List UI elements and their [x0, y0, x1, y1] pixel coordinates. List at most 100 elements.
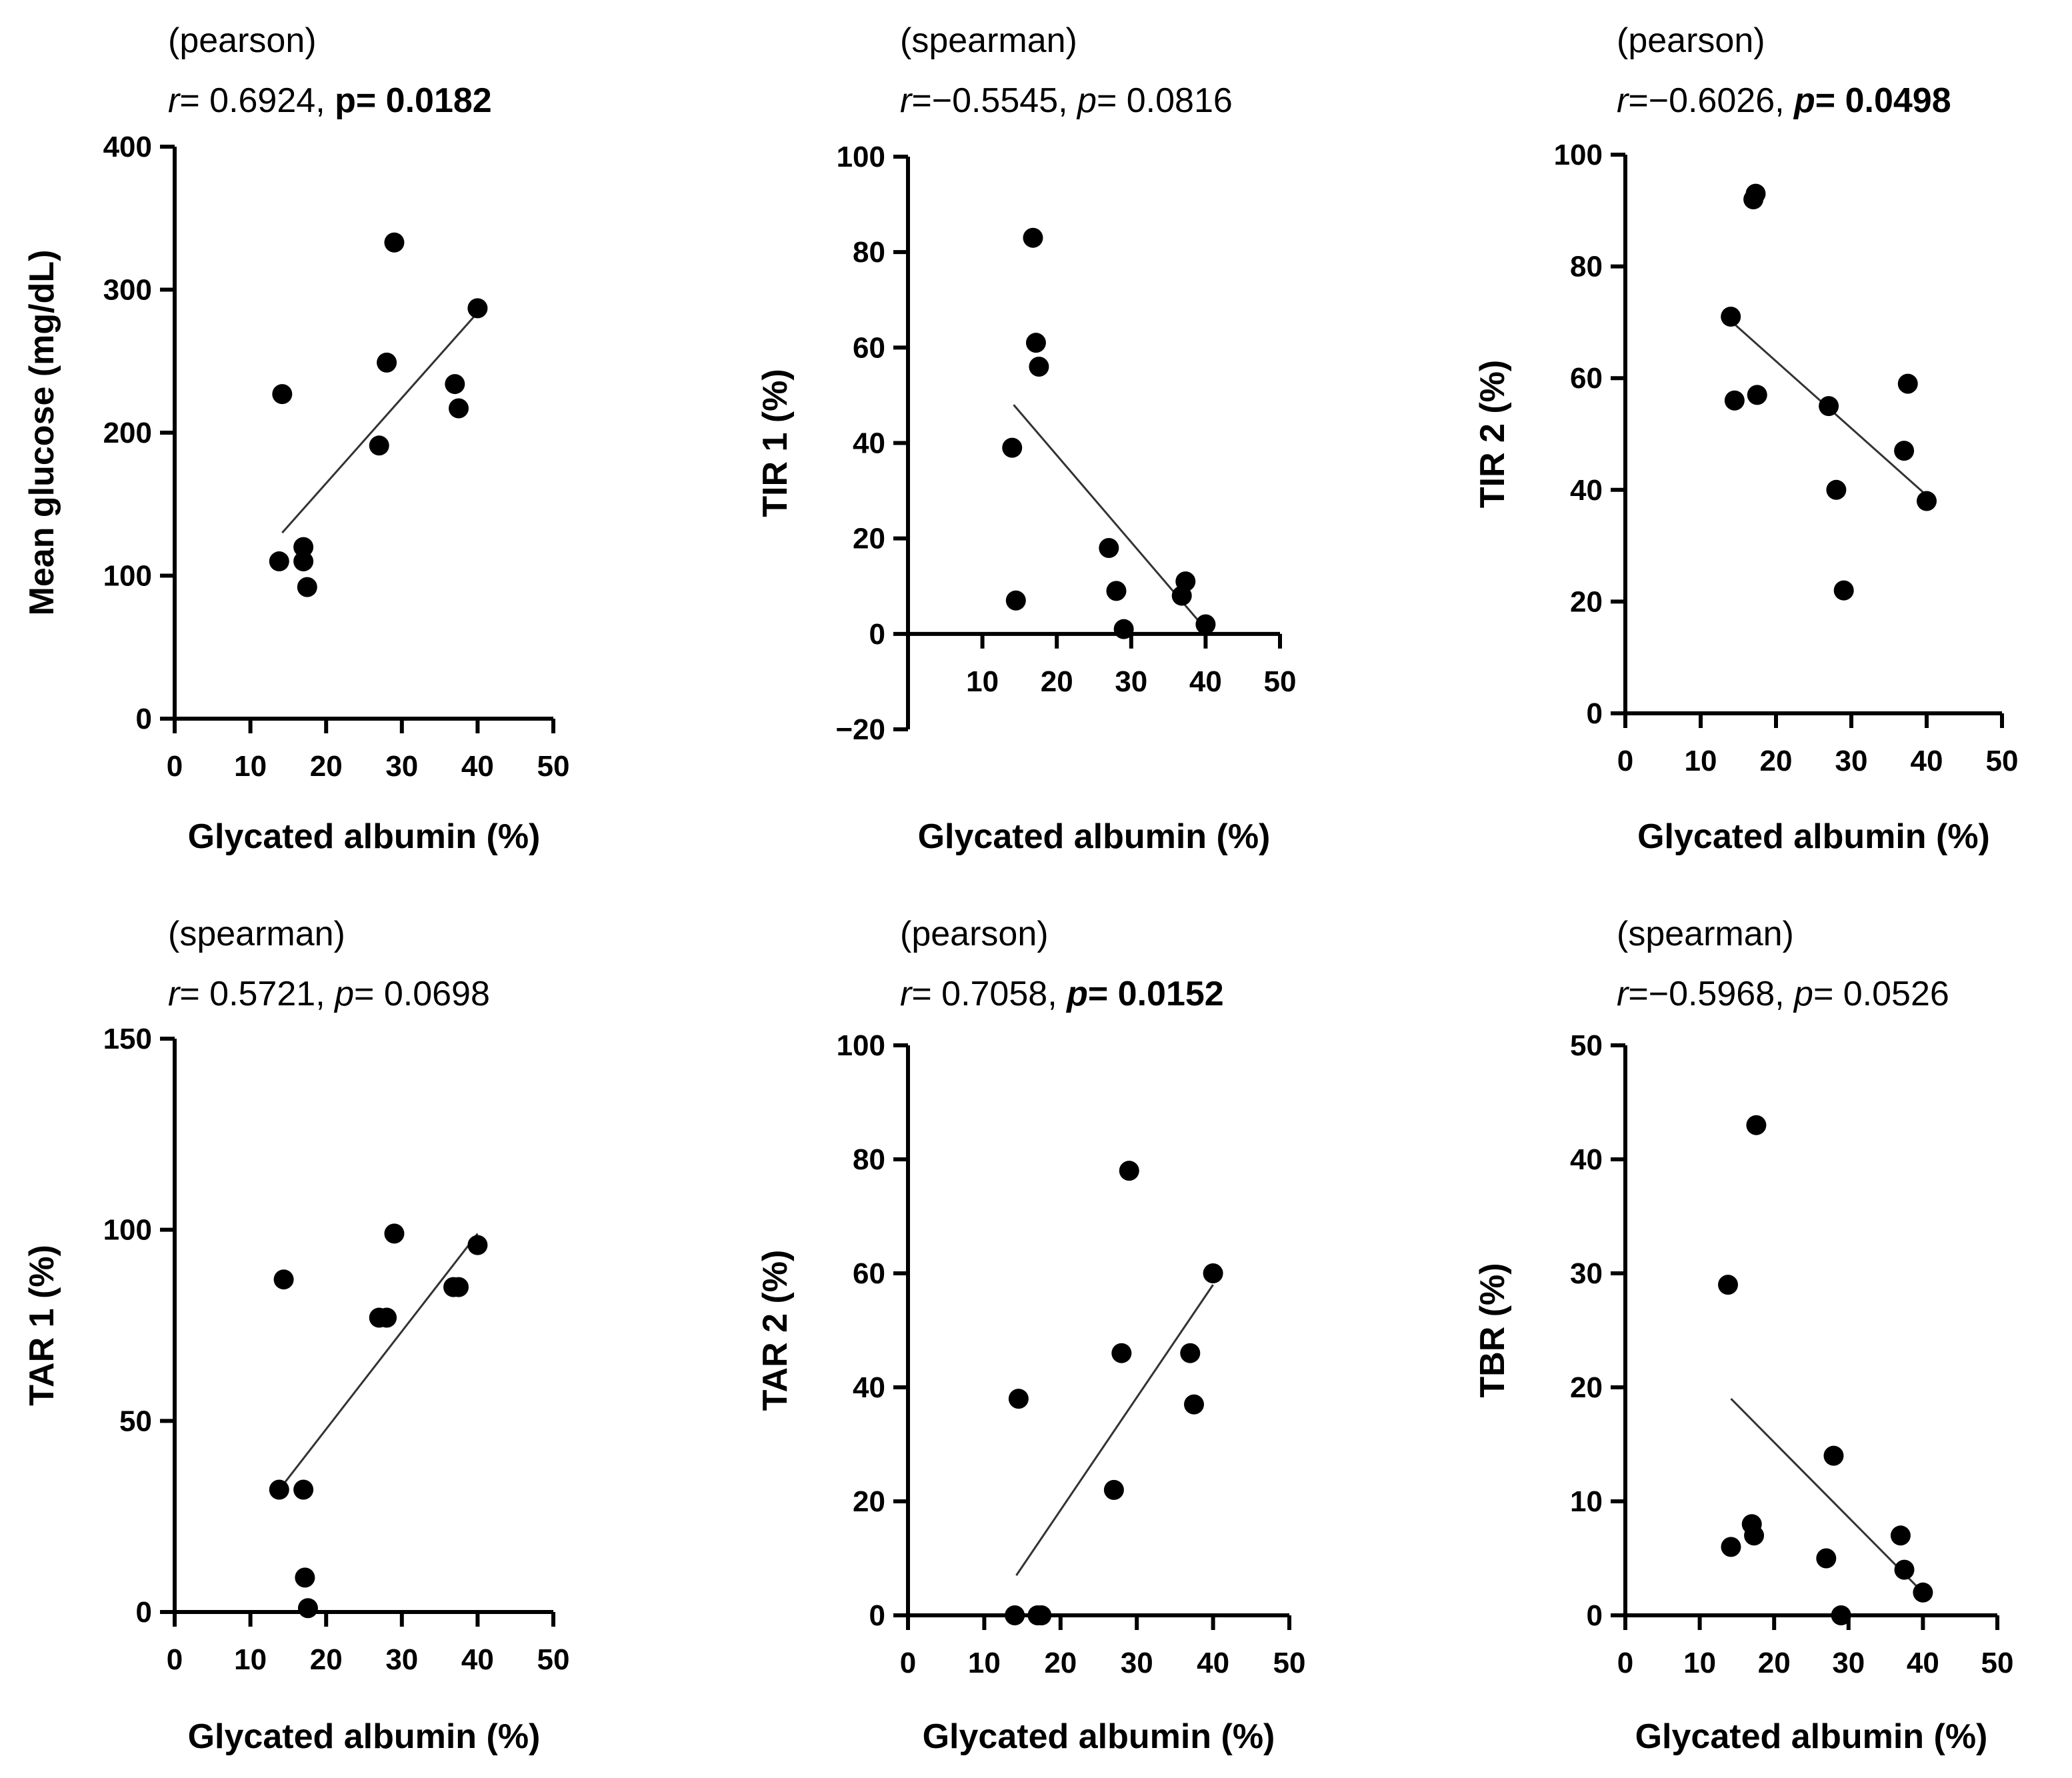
p-value: = 0.0526 — [1813, 975, 1949, 1013]
x-tick-label: 10 — [1683, 1647, 1716, 1679]
data-point — [293, 1479, 314, 1500]
y-axis-title: TIR 1 (%) — [756, 369, 795, 517]
y-axis-title: Mean glucose (mg/dL) — [23, 250, 61, 616]
data-point — [1005, 590, 1026, 611]
x-tick-label: 50 — [1981, 1647, 2014, 1679]
y-tick-label: 200 — [103, 417, 152, 449]
r-symbol: r — [168, 81, 181, 120]
x-tick-label: 40 — [1911, 745, 1943, 777]
x-tick-label: 50 — [1986, 745, 2019, 777]
y-tick-label: 60 — [1570, 362, 1603, 395]
data-point — [445, 374, 465, 395]
data-point — [1106, 581, 1127, 601]
data-point — [293, 537, 314, 557]
x-axis-title: Glycated albumin (%) — [1637, 817, 1990, 856]
data-point — [1103, 1479, 1124, 1500]
correlation-stats: r=−0.6026, p= 0.0498 — [1617, 81, 1951, 120]
x-axis-title: Glycated albumin (%) — [1635, 1717, 1988, 1756]
y-tick-label: 40 — [853, 1371, 885, 1404]
panel-tir-2: (pearson) r=−0.6026, p= 0.0498 0 20 40 60 80 10… — [1473, 21, 2018, 856]
data-point — [1745, 183, 1766, 204]
y-tick-label: 80 — [853, 236, 885, 269]
y-tick-label: 100 — [837, 1029, 885, 1062]
y-tick-label: 0 — [136, 1596, 152, 1629]
x-axis-title: Glycated albumin (%) — [188, 1717, 541, 1756]
data-point — [1746, 1115, 1767, 1135]
x-tick-label: 20 — [1760, 745, 1793, 777]
x-tick-label: 30 — [1121, 1647, 1153, 1679]
y-tick-label: 50 — [1570, 1029, 1603, 1062]
data-point — [297, 577, 317, 597]
r-value: = 0.5721, — [179, 975, 335, 1013]
data-point — [1816, 1548, 1837, 1569]
x-tick-label: 40 — [461, 750, 494, 783]
y-tick-label: 40 — [1570, 474, 1603, 507]
panel-tbr: (spearman) r=−0.5968, p= 0.0526 0 10 20 30 40 5… — [1473, 915, 2013, 1756]
data-point — [1724, 390, 1745, 411]
data-point — [384, 1223, 405, 1244]
y-tick-label: 150 — [103, 1023, 152, 1055]
y-axis-title: TBR (%) — [1473, 1263, 1512, 1397]
data-point — [1203, 1263, 1223, 1283]
regression-line — [281, 311, 479, 534]
data-point — [1718, 1275, 1739, 1295]
x-axis-title: Glycated albumin (%) — [188, 817, 541, 856]
r-value: =−0.5968, — [1628, 975, 1794, 1013]
data-point — [1031, 1605, 1052, 1625]
correlation-method: (pearson) — [168, 21, 317, 60]
x-tick-label: 0 — [167, 750, 183, 783]
p-symbol: p — [333, 975, 354, 1013]
data-point — [295, 1567, 315, 1588]
x-tick-label: 30 — [385, 1643, 418, 1676]
x-tick-label: 10 — [1685, 745, 1717, 777]
y-axis-title: TAR 2 (%) — [756, 1250, 795, 1411]
correlation-stats: r=−0.5968, p= 0.0526 — [1617, 975, 1949, 1013]
data-point — [1175, 571, 1196, 592]
p-value: = 0.0816 — [1097, 81, 1233, 120]
panel-tar-2: (pearson) r= 0.7058, p= 0.0152 0 20 40 60 80 10… — [756, 915, 1305, 1756]
correlation-stats: r= 0.6924, p= 0.0182 — [168, 81, 492, 120]
data-point — [1180, 1343, 1201, 1363]
x-tick-label: 10 — [234, 750, 267, 783]
y-tick-label: 100 — [103, 560, 152, 593]
panel-tar-1: (spearman) r= 0.5721, p= 0.0698 0 50 100 150 0… — [23, 915, 569, 1756]
data-point — [1913, 1582, 1933, 1603]
data-point — [1826, 479, 1847, 500]
data-point — [1005, 1605, 1025, 1625]
p-symbol: p — [1793, 975, 1813, 1013]
p-value: = 0.0498 — [1815, 81, 1951, 120]
y-tick-label: 0 — [869, 1599, 885, 1632]
r-value: = 0.7058, — [911, 975, 1067, 1013]
y-tick-label: 40 — [1570, 1143, 1603, 1176]
data-point — [1819, 396, 1839, 417]
r-value: =−0.5545, — [911, 81, 1077, 120]
correlation-method: (spearman) — [900, 21, 1077, 60]
data-point — [273, 1269, 294, 1290]
x-tick-label: 20 — [310, 1643, 343, 1676]
data-point — [1184, 1394, 1204, 1415]
data-point — [1002, 437, 1023, 458]
y-tick-label: 10 — [1570, 1485, 1603, 1518]
y-tick-label: 50 — [119, 1405, 152, 1437]
x-tick-label: 50 — [537, 1643, 570, 1676]
x-tick-label: 10 — [966, 665, 999, 698]
data-point — [1111, 1343, 1132, 1363]
y-tick-label: 20 — [853, 1485, 885, 1518]
data-point — [1833, 580, 1854, 601]
correlation-stats: r= 0.7058, p= 0.0152 — [900, 975, 1224, 1013]
x-tick-label: 30 — [385, 750, 418, 783]
y-tick-label: 30 — [1570, 1257, 1603, 1290]
x-tick-label: 30 — [1832, 1647, 1865, 1679]
p-symbol: p — [1793, 81, 1815, 120]
x-tick-label: 30 — [1835, 745, 1868, 777]
x-tick-label: 30 — [1115, 665, 1147, 698]
data-point — [1008, 1389, 1029, 1409]
data-point — [1721, 1537, 1741, 1557]
data-point — [377, 352, 397, 373]
y-tick-label: 20 — [1570, 1371, 1603, 1404]
data-point — [1025, 333, 1046, 353]
correlation-stats: r=−0.5545, p= 0.0816 — [900, 81, 1233, 120]
data-point — [1023, 227, 1043, 248]
data-point — [449, 1277, 469, 1297]
y-tick-label: 0 — [1587, 697, 1603, 730]
